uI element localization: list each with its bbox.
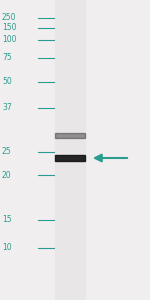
Text: 150: 150 <box>2 23 16 32</box>
Bar <box>55 0 85 300</box>
Text: 37: 37 <box>2 103 12 112</box>
Text: 250: 250 <box>2 14 16 22</box>
Text: 100: 100 <box>2 35 16 44</box>
Bar <box>55 155 85 161</box>
Text: 75: 75 <box>2 53 12 62</box>
Text: 10: 10 <box>2 244 12 253</box>
Text: 25: 25 <box>2 148 12 157</box>
Bar <box>55 133 85 137</box>
Text: 50: 50 <box>2 77 12 86</box>
Text: 15: 15 <box>2 215 12 224</box>
Text: 20: 20 <box>2 170 12 179</box>
